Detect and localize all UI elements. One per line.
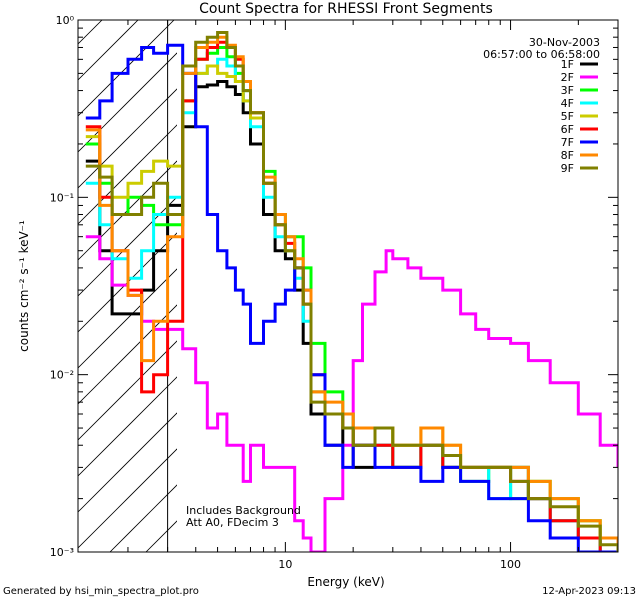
series-8f-line	[85, 35, 618, 552]
x-axis: 10 100	[127, 20, 619, 571]
x-tick-label: 10	[278, 558, 292, 571]
legend-label-8f: 8F	[561, 149, 574, 162]
y-axis: 10⁻³ 10⁻² 10⁻¹ 10⁰	[50, 14, 618, 559]
y-tick-label: 10⁻²	[50, 369, 74, 382]
legend-label-6f: 6F	[561, 123, 574, 136]
legend-label-3f: 3F	[561, 84, 574, 97]
hatch-line	[78, 376, 177, 477]
y-tick-label: 10⁻³	[50, 546, 74, 559]
legend-label-9f: 9F	[561, 162, 574, 175]
date-label: 30-Nov-2003	[529, 36, 600, 49]
legend-label-7f: 7F	[561, 136, 574, 149]
series-4f-line	[85, 57, 618, 552]
hatch-line	[78, 124, 177, 225]
annotation-attenuator: Att A0, FDecim 3	[186, 516, 279, 529]
hatch-line	[78, 52, 177, 153]
series-3f-line	[85, 46, 618, 552]
series-2f-line	[85, 235, 618, 552]
hatch-line	[78, 412, 177, 513]
plot-frame	[77, 19, 619, 553]
annotation-background: Includes Background	[186, 504, 301, 517]
legend-label-2f: 2F	[561, 71, 574, 84]
footer-timestamp: 12-Apr-2023 09:13	[542, 586, 636, 597]
y-tick-label: 10⁻¹	[50, 191, 74, 204]
legend-label-4f: 4F	[561, 97, 574, 110]
series-7f-line	[85, 43, 618, 552]
series-5f-line	[85, 64, 618, 552]
y-tick-label: 10⁰	[56, 14, 75, 27]
series-9f-line	[85, 31, 618, 552]
x-axis-label: Energy (keV)	[307, 575, 384, 589]
hatch-line	[78, 448, 177, 549]
footer-generator: Generated by hsi_min_spectra_plot.pro	[3, 586, 199, 597]
chart-title: Count Spectra for RHESSI Front Segments	[199, 1, 493, 17]
series-layer	[85, 31, 618, 552]
time-range-label: 06:57:00 to 06:58:00	[483, 48, 600, 61]
y-axis-label: counts cm⁻² s⁻¹ keV⁻¹	[17, 220, 31, 352]
hatched-excluded-region	[78, 20, 177, 552]
hatch-line	[145, 520, 177, 552]
series-6f-line	[85, 40, 618, 552]
x-tick-label: 100	[500, 558, 521, 571]
hatch-line	[109, 484, 177, 552]
legend-label-5f: 5F	[561, 110, 574, 123]
legend-label-1f: 1F	[561, 58, 574, 71]
